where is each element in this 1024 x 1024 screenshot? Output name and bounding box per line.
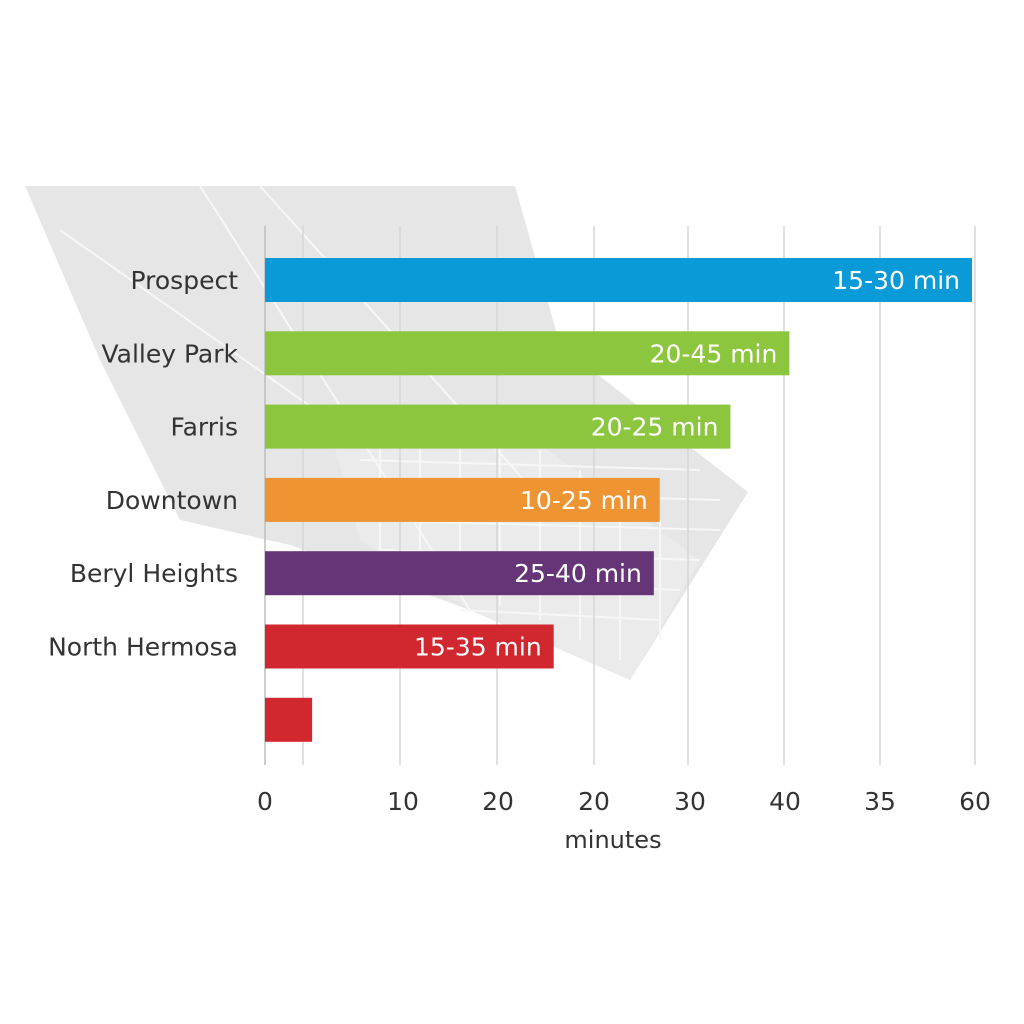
x-tick-label: 40 (769, 787, 801, 816)
x-tick-label: 10 (387, 787, 419, 816)
category-label: Beryl Heights (70, 559, 238, 588)
x-tick-label: 0 (257, 787, 273, 816)
category-label: North Hermosa (48, 633, 238, 662)
bar (265, 477, 660, 522)
bar-value-label: 10-25 min (520, 486, 648, 515)
bar-value-label: 25-40 min (514, 559, 642, 588)
bar-value-label: 20-25 min (591, 413, 719, 442)
bar (265, 624, 554, 669)
category-label: Valley Park (101, 339, 238, 368)
x-tick-label: 30 (674, 787, 706, 816)
x-tick-label: 35 (864, 787, 896, 816)
bar-value-label: 15-35 min (414, 633, 542, 662)
bar-value-label: 15-30 min (832, 266, 960, 295)
x-tick-label: 20 (482, 787, 514, 816)
category-label: Farris (171, 413, 239, 442)
category-label: Downtown (106, 486, 238, 515)
bar (265, 697, 313, 742)
x-axis-title: minutes (564, 826, 661, 854)
category-label: Prospect (131, 266, 239, 295)
x-tick-label: 60 (959, 787, 991, 816)
bar (265, 258, 972, 302)
bar (265, 551, 654, 596)
bar (265, 331, 790, 376)
bar-value-label: 20-45 min (650, 339, 778, 368)
x-tick-label: 20 (578, 787, 610, 816)
bar (265, 404, 731, 449)
